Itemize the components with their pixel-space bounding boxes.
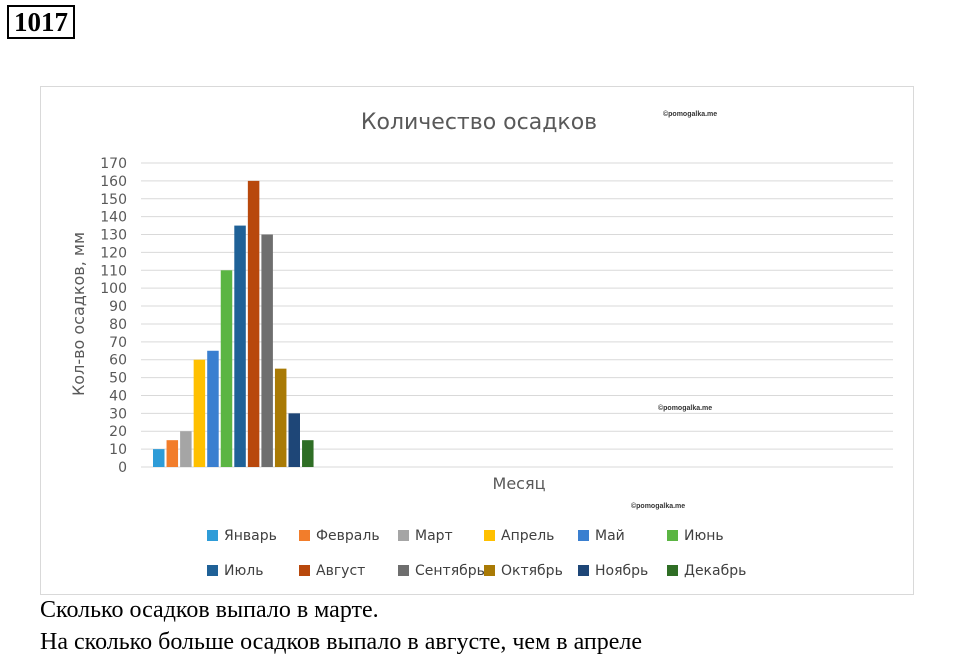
y-tick-label: 70 xyxy=(109,335,127,351)
y-tick-label: 160 xyxy=(100,174,127,190)
watermark-top: ©pomogalka.me xyxy=(663,111,718,118)
watermark-middle: ©pomogalka.me xyxy=(658,405,713,412)
y-tick-label: 140 xyxy=(100,210,127,226)
bar-4 xyxy=(193,359,206,467)
legend-swatch xyxy=(484,529,495,541)
legend-item: Апрель xyxy=(484,528,554,544)
legend-label: Сентябрь xyxy=(415,563,485,579)
task-number: 1017 xyxy=(7,5,75,39)
bar-10 xyxy=(274,368,287,467)
y-tick-label: 110 xyxy=(100,263,127,279)
bar-8 xyxy=(247,180,260,467)
y-tick-label: 150 xyxy=(100,192,127,208)
legend-label: Октябрь xyxy=(501,563,563,579)
chart-frame: Количество осадков 0 10 20 30 40 50 60 70 80 90 10… xyxy=(40,86,914,595)
bar-11 xyxy=(288,413,300,467)
legend-label: Февраль xyxy=(316,528,380,544)
legend-item: Декабрь xyxy=(667,563,746,579)
legend-swatch xyxy=(667,529,678,541)
legend-label: Июль xyxy=(224,563,264,579)
y-tick-label: 170 xyxy=(100,156,127,172)
y-tick-label: 60 xyxy=(109,353,127,369)
y-tick-label: 0 xyxy=(118,460,127,476)
legend-item: Сентябрь xyxy=(398,563,485,579)
y-axis-label: Кол-во осадков, мм xyxy=(69,232,88,396)
y-tick-label: 10 xyxy=(109,442,127,458)
legend-item: Август xyxy=(299,563,365,579)
legend-swatch xyxy=(207,529,218,541)
legend-swatch xyxy=(484,564,495,576)
legend-item: Июнь xyxy=(667,528,724,544)
legend-swatch xyxy=(578,564,589,576)
chart-title: Количество осадков xyxy=(361,110,597,135)
y-tick-label: 30 xyxy=(109,406,127,422)
bar-9 xyxy=(261,234,273,467)
legend-label: Ноябрь xyxy=(595,563,649,579)
legend-label: Декабрь xyxy=(684,563,747,579)
legend-swatch xyxy=(578,529,589,541)
legend-item: Май xyxy=(578,528,625,544)
legend-item: Ноябрь xyxy=(578,563,648,579)
legend-label: Апрель xyxy=(501,528,555,544)
legend-item: Июль xyxy=(207,563,263,579)
bar-3 xyxy=(180,431,192,467)
y-tick-label: 20 xyxy=(109,424,127,440)
bar-2 xyxy=(166,440,179,467)
bars xyxy=(153,180,314,467)
legend-item: Март xyxy=(398,528,453,544)
y-tick-label: 40 xyxy=(109,388,127,404)
legend-swatch xyxy=(299,529,310,541)
legend-label: Май xyxy=(595,528,625,544)
legend-label: Август xyxy=(316,563,366,579)
bar-5 xyxy=(207,350,219,467)
legend-label: Март xyxy=(415,528,453,544)
legend-swatch xyxy=(207,564,218,576)
legend-label: Январь xyxy=(224,528,277,544)
question-1: Сколько осадков выпало в марте. xyxy=(40,597,379,623)
legend-item: Октябрь xyxy=(484,563,563,579)
y-tick-label: 50 xyxy=(109,371,127,387)
legend-swatch xyxy=(299,564,310,576)
y-tick-label: 130 xyxy=(100,228,127,244)
y-tick-label: 80 xyxy=(109,317,127,333)
bar-7 xyxy=(234,225,246,467)
legend-label: Июнь xyxy=(684,528,724,544)
legend-swatch xyxy=(667,564,678,576)
y-tick-label: 90 xyxy=(109,299,127,315)
legend-item: Февраль xyxy=(299,528,380,544)
bar-6 xyxy=(220,270,233,467)
x-axis-label: Месяц xyxy=(493,474,546,493)
bar-1 xyxy=(153,449,165,467)
bar-12 xyxy=(302,440,314,467)
question-2: На сколько больше осадков выпало в авгус… xyxy=(40,629,643,655)
y-tick-label: 120 xyxy=(100,245,127,261)
watermark-bottom: ©pomogalka.me xyxy=(631,503,686,510)
legend-swatch xyxy=(398,564,409,576)
y-tick-label: 100 xyxy=(100,281,127,297)
legend-item: Январь xyxy=(207,528,277,544)
legend-swatch xyxy=(398,529,409,541)
